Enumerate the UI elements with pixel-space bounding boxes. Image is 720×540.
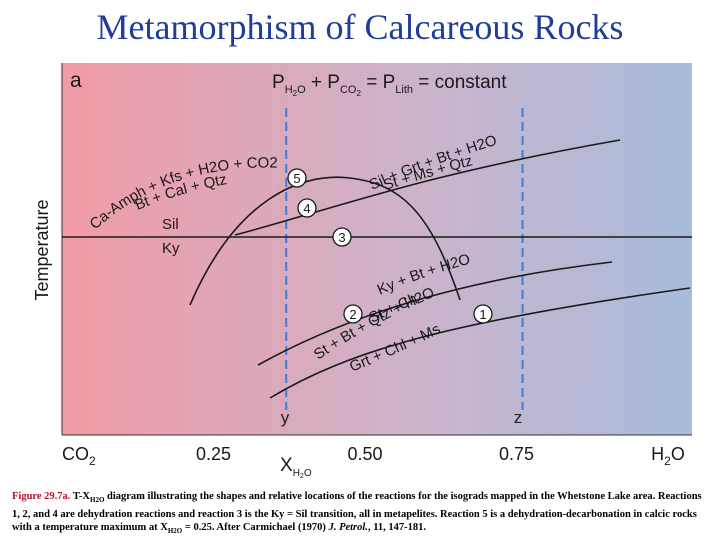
caption-sub-2: H2O [167, 527, 183, 536]
reaction-3-lower-label: Ky [162, 240, 180, 257]
plot-background [62, 63, 692, 435]
reaction-4-marker: 4 [297, 198, 317, 218]
reaction-1-marker: 1 [473, 304, 493, 324]
caption-label: Figure 29.7a. [12, 491, 71, 502]
figure-caption: Figure 29.7a. T-XH2O diagram illustratin… [12, 490, 712, 539]
dashed-label-y: y [281, 408, 290, 427]
caption-text-1: T-X [70, 491, 90, 502]
reaction-4-curve [234, 139, 621, 236]
svg-text:3: 3 [338, 230, 345, 245]
reaction-5-curve [189, 176, 461, 306]
x-tick-label-3: 0.75 [499, 444, 534, 464]
x-tick-label-4: H2O [651, 444, 685, 468]
x-tick-label-2: 0.50 [347, 444, 382, 464]
tx-diagram: y z a PH2O + PCO2 = PLith = constant Ca-… [32, 63, 692, 480]
caption-text-4: , 11, 147-181. [367, 522, 426, 534]
caption-journal: J. Petrol. [328, 522, 368, 534]
reaction-2-marker: 2 [343, 304, 363, 324]
svg-text:1: 1 [479, 307, 486, 322]
svg-text:2: 2 [349, 307, 356, 322]
reaction-3-upper-label: Sil [162, 216, 179, 233]
svg-text:4: 4 [303, 201, 310, 216]
x-tick-label-1: 0.25 [196, 444, 231, 464]
panel-letter: a [70, 69, 82, 92]
caption-text-2: diagram illustrating the shapes and rela… [12, 491, 702, 534]
reaction-2-curve [257, 261, 613, 366]
svg-text:5: 5 [293, 171, 300, 186]
x-tick-label-0: CO2 [62, 444, 96, 468]
caption-sub-1: H2O [90, 496, 105, 505]
reaction-1-curve [269, 287, 691, 399]
x-ticks: CO2 0.25 0.50 0.75 H2O [62, 444, 685, 468]
y-axis-label: Temperature [32, 199, 52, 300]
x-axis-label: XH2O [280, 455, 312, 480]
pressure-equation: PH2O + PCO2 = PLith = constant [272, 72, 507, 98]
figure-panel: y z a PH2O + PCO2 = PLith = constant Ca-… [0, 56, 720, 486]
caption-text-3: = 0.25. After Carmichael (1970) [182, 522, 329, 534]
dashed-label-z: z [514, 408, 523, 427]
reaction-5-marker: 5 [287, 168, 307, 188]
reaction-3-marker: 3 [332, 227, 352, 247]
page-title: Metamorphism of Calcareous Rocks [96, 7, 624, 47]
